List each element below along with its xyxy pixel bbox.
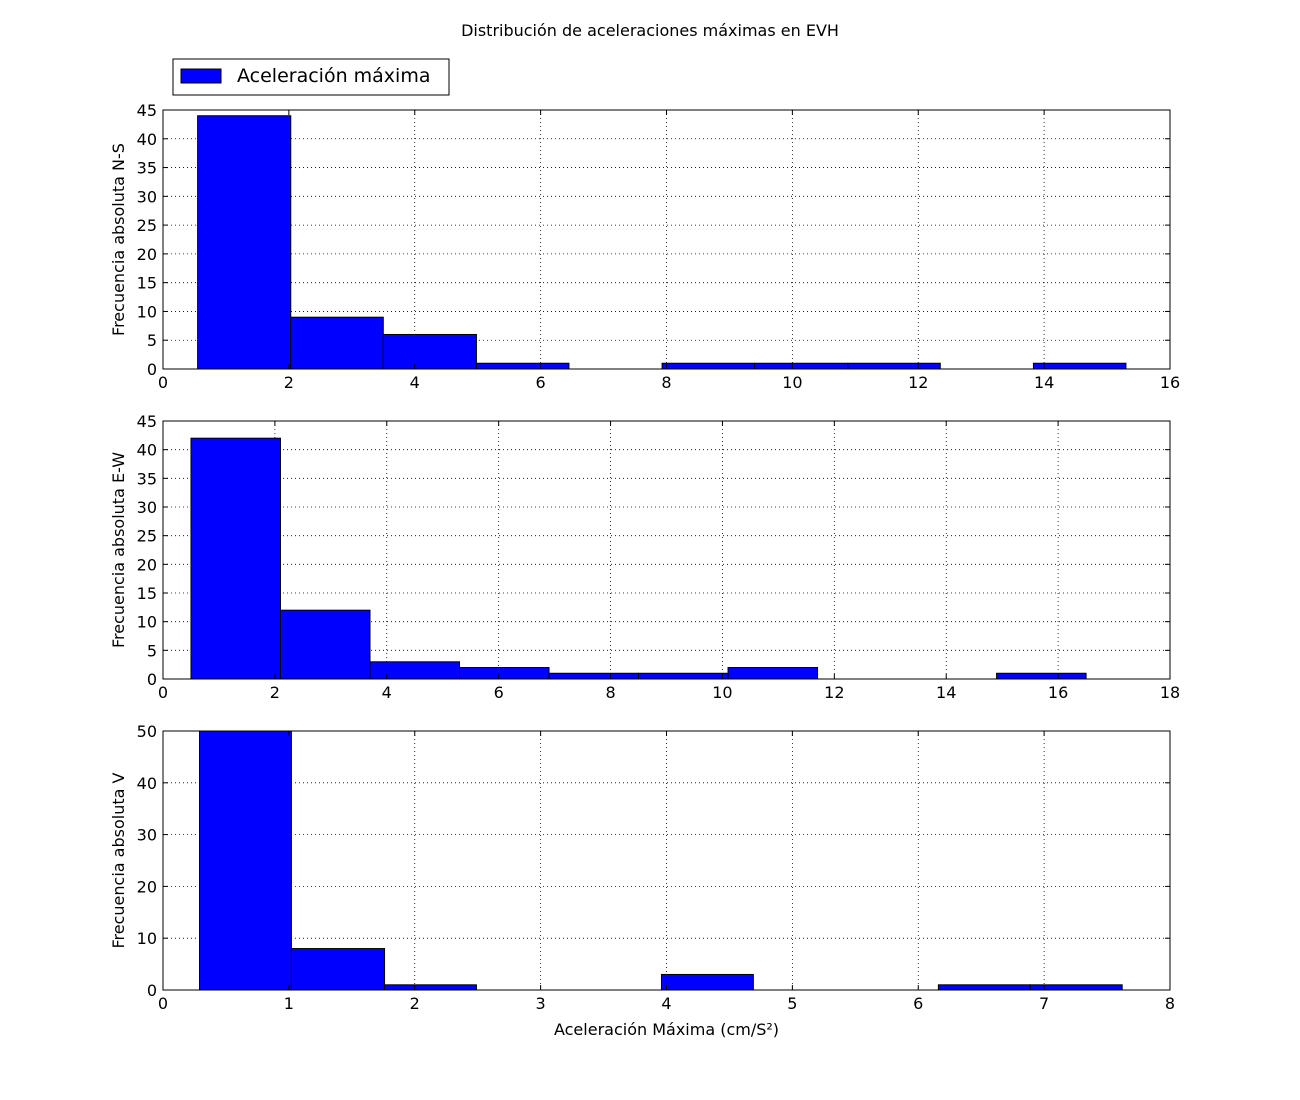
subplot-2: 0 2 4 6 8 10 12 14 16 18 0 5 10 15 20 25 30 35 40 45 Frecuen… [109,412,1180,702]
x-tick-label: 6 [494,683,504,702]
y-tick-label: 15 [137,584,157,603]
y-tick-label: 35 [137,469,157,488]
y-tick-label: 45 [137,412,157,431]
x-axis-label: Aceleración Máxima (cm/S²) [554,1020,779,1039]
x-tick-label: 7 [1039,994,1049,1013]
y-tick-label: 5 [147,641,157,660]
y-tick-label: 0 [147,360,157,379]
x-tick-label: 12 [908,373,928,392]
y-axis-label: Frecuencia absoluta N-S [109,143,128,336]
y-axis-label: Frecuencia absoluta V [109,772,128,948]
subplot-3: 0 1 2 3 4 5 6 7 8 0 10 20 30 40 50 Frecuencia absoluta … [109,722,1175,1039]
y-tick-label: 35 [137,159,157,178]
y-tick-label: 30 [137,826,157,845]
legend: Aceleración máxima [172,58,450,96]
y-tick-label: 40 [137,441,157,460]
histogram-bar [996,672,1087,680]
x-tick-label: 6 [536,373,546,392]
x-tick-label: 16 [1048,683,1068,702]
x-tick-label: 3 [536,994,546,1013]
y-tick-label: 20 [137,877,157,896]
x-tick-label: 14 [936,683,956,702]
histogram-bar [290,316,384,370]
x-tick-label: 5 [787,994,797,1013]
y-tick-label: 10 [137,613,157,632]
histogram-bar [937,984,1031,991]
x-tick-label: 10 [782,373,802,392]
histogram-bar [384,984,477,991]
y-tick-label: 5 [147,331,157,350]
x-tick-label: 0 [158,994,168,1013]
histogram-bar [475,362,570,370]
y-tick-label: 15 [137,274,157,293]
histogram-bar [754,362,849,370]
subplots: 0 2 4 6 8 10 12 14 16051015202530354045Frecuenci… [109,101,1180,1039]
y-tick-label: 10 [137,929,157,948]
y-tick-label: 10 [137,302,157,321]
x-tick-label: 8 [1165,994,1175,1013]
histogram-bar [1032,362,1127,370]
x-tick-label: 4 [382,683,392,702]
x-tick-label: 4 [410,373,420,392]
y-axis-label: Frecuencia absoluta E-W [109,452,128,648]
legend-swatch [180,68,222,84]
x-tick-label: 8 [661,373,671,392]
x-tick-label: 10 [712,683,732,702]
x-tick-label: 1 [284,994,294,1013]
x-tick-label: 8 [605,683,615,702]
x-tick-label: 14 [1034,373,1054,392]
histogram-bar [279,609,371,680]
x-tick-label: 6 [913,994,923,1013]
histogram-bar [660,973,754,991]
x-tick-label: 0 [158,373,168,392]
y-tick-label: 20 [137,245,157,264]
x-tick-label: 0 [158,683,168,702]
legend-label: Aceleración máxima [237,65,430,87]
y-tick-label: 40 [137,774,157,793]
histogram-bar [638,672,729,680]
subplot-1: 0 2 4 6 8 10 12 14 16 0 5 10 15 20 25 30 35 40 45 Frecuenci… [109,101,1180,392]
y-tick-label: 20 [137,555,157,574]
y-tick-label: 50 [137,722,157,741]
y-tick-label: 45 [137,101,157,120]
y-tick-label: 40 [137,130,157,149]
histogram-bar [199,730,292,991]
x-tick-label: 16 [1160,373,1180,392]
histogram-bar [459,667,550,680]
histogram-bar [727,667,819,680]
y-tick-label: 30 [137,187,157,206]
histogram-bar [548,672,640,680]
x-tick-label: 12 [824,683,844,702]
x-tick-label: 2 [410,994,420,1013]
axes-frame [162,420,1171,680]
y-tick-label: 0 [147,981,157,1000]
x-tick-label: 2 [284,373,294,392]
histogram-bar [847,362,941,370]
histogram-bar [197,115,292,370]
histogram-bar [290,948,386,991]
histogram-bar [369,661,461,680]
histogram-bar [661,362,756,370]
y-tick-label: 30 [137,498,157,517]
y-tick-label: 0 [147,670,157,689]
y-tick-label: 25 [137,527,157,546]
y-tick-label: 25 [137,216,157,235]
histogram-bar [382,333,477,370]
histogram-bar [190,437,281,680]
figure-title: Distribución de aceleraciones máximas en… [461,21,839,40]
x-tick-label: 2 [270,683,280,702]
x-tick-label: 4 [661,994,671,1013]
x-tick-label: 18 [1160,683,1180,702]
